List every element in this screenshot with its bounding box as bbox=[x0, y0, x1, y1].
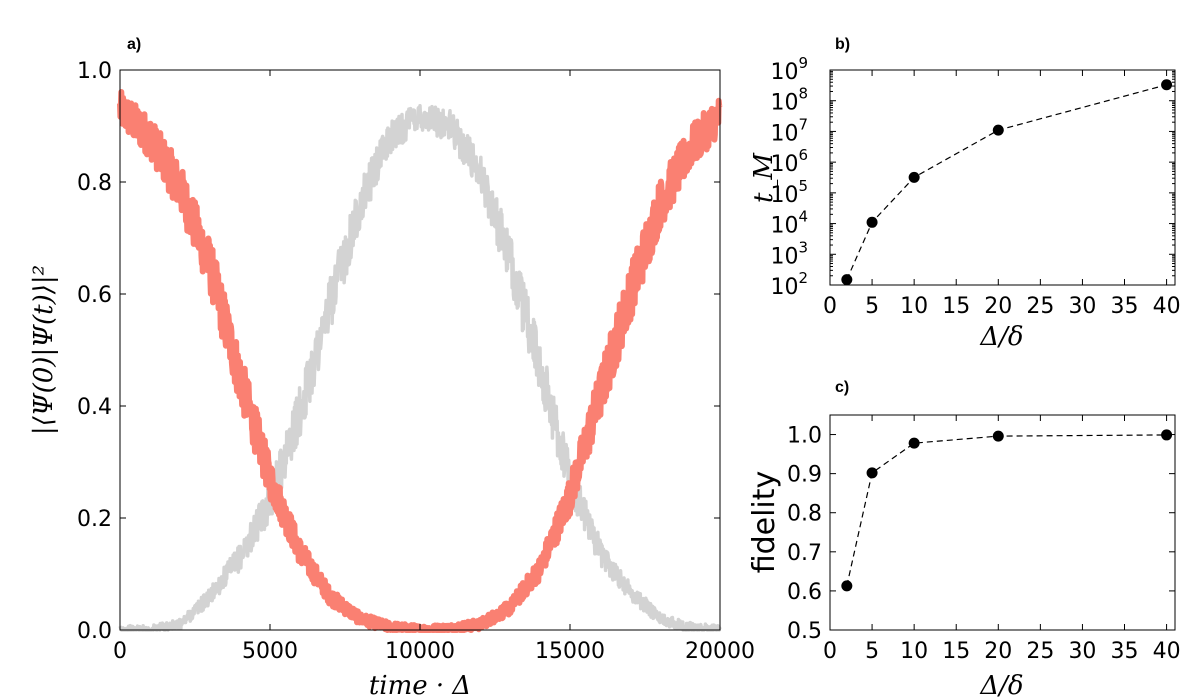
panel-c-point bbox=[866, 467, 878, 479]
panel-c-ytick-label: 0.9 bbox=[787, 463, 822, 488]
panel-a-series-return bbox=[117, 89, 723, 633]
panel-b-x-ticks: 0 5 10 15 20 25 30 35 40 bbox=[823, 70, 1181, 319]
panel-b-xtick-label: 25 bbox=[1026, 294, 1054, 319]
panel-c-x-ticks: 0 5 10 15 20 25 30 35 40 bbox=[823, 415, 1181, 664]
panel-b-ytick-label: 103 bbox=[770, 238, 808, 269]
panel-c-series bbox=[841, 429, 1173, 592]
panel-c-xtick-label: 20 bbox=[984, 639, 1012, 664]
panel-a: a) 0 5000 10000 15000 20000 0.0 0.2 0.4 0.6 0.8 1… bbox=[29, 36, 755, 700]
panel-b-ytick-label: 104 bbox=[770, 208, 808, 239]
panel-c-xtick-label: 10 bbox=[900, 639, 928, 664]
panel-b-ytick-base: 10 bbox=[770, 91, 798, 116]
panel-b-point bbox=[908, 171, 920, 183]
panel-a-x-ticks: 0 5000 10000 15000 20000 bbox=[113, 70, 755, 664]
panel-b-ytick-exponent: 5 bbox=[798, 177, 808, 195]
panel-b-xtick-label: 5 bbox=[865, 294, 879, 319]
panel-a-series-transfer bbox=[118, 104, 722, 632]
panel-c-xtick-label: 35 bbox=[1111, 639, 1139, 664]
panel-a-ytick-label: 0.4 bbox=[77, 395, 112, 420]
panel-b-ytick-label: 105 bbox=[770, 177, 808, 208]
panel-c-xtick-label: 40 bbox=[1153, 639, 1181, 664]
panel-c-xtick-label: 15 bbox=[942, 639, 970, 664]
panel-a-ytick-label: 0.8 bbox=[77, 171, 112, 196]
panel-c-ytick-label: 0.8 bbox=[787, 502, 822, 527]
panel-b-xtick-label: 20 bbox=[984, 294, 1012, 319]
panel-c-point bbox=[992, 430, 1004, 442]
panel-b-ytick-base: 10 bbox=[770, 214, 798, 239]
panel-c-ylabel: fidelity bbox=[747, 471, 782, 574]
panel-b-ytick-label: 107 bbox=[770, 115, 808, 146]
panel-b-line bbox=[846, 84, 1167, 280]
panel-b-frame bbox=[829, 69, 1176, 286]
panel-b-xtick-label: 10 bbox=[900, 294, 928, 319]
panel-b-xtick-label: 15 bbox=[942, 294, 970, 319]
panel-b-ytick-exponent: 7 bbox=[798, 115, 808, 133]
panel-c-xtick-label: 25 bbox=[1026, 639, 1054, 664]
panel-c-point bbox=[1161, 429, 1173, 441]
panel-c-ytick-label: 0.6 bbox=[787, 580, 822, 605]
panel-a-xtick-label: 5000 bbox=[242, 639, 298, 664]
panel-b-xtick-label: 30 bbox=[1068, 294, 1096, 319]
panel-b-ytick-exponent: 6 bbox=[798, 146, 808, 164]
panel-a-ylabel: |⟨Ψ(0)|Ψ(t)⟩|² bbox=[29, 265, 59, 435]
panel-c-frame bbox=[829, 414, 1176, 631]
panel-b-ytick-exponent: 4 bbox=[798, 208, 808, 226]
panel-c-point bbox=[841, 580, 853, 592]
panel-b-xtick-label: 35 bbox=[1111, 294, 1139, 319]
panel-c-xtick-label: 30 bbox=[1068, 639, 1096, 664]
panel-b: b) 0 5 10 15 20 25 30 35 40 10210310410510610710… bbox=[749, 36, 1181, 352]
panel-b-ytick-base: 10 bbox=[770, 183, 798, 208]
panel-b-ytick-label: 106 bbox=[770, 146, 808, 177]
panel-b-ytick-base: 10 bbox=[770, 244, 798, 269]
panel-a-ytick-label: 0.2 bbox=[77, 507, 112, 532]
panel-b-ytick-exponent: 3 bbox=[798, 238, 808, 256]
panel-c-ytick-label: 0.7 bbox=[787, 541, 822, 566]
panel-b-point bbox=[1161, 79, 1173, 91]
panel-c-xlabel: Δ/δ bbox=[979, 671, 1023, 700]
panel-b-series bbox=[841, 79, 1173, 286]
panel-b-xtick-label: 40 bbox=[1153, 294, 1181, 319]
panel-a-frame bbox=[119, 69, 721, 631]
panel-b-label: b) bbox=[835, 36, 850, 53]
panel-c-point bbox=[908, 437, 920, 449]
panel-a-label: a) bbox=[127, 36, 141, 53]
panel-a-y-ticks: 0.0 0.2 0.4 0.6 0.8 1.0 bbox=[77, 59, 720, 644]
panel-b-ytick-exponent: 9 bbox=[798, 54, 808, 72]
panel-c: c) 0 5 10 15 20 25 30 35 40 0.5 0.6 0.7 0.8 0.9 1.0 Δ… bbox=[747, 379, 1181, 700]
panel-a-series bbox=[117, 89, 723, 633]
panel-b-ytick-label: 108 bbox=[770, 85, 808, 116]
panel-b-point bbox=[866, 216, 878, 228]
panel-b-ytick-base: 10 bbox=[770, 152, 798, 177]
panel-c-ytick-label: 1.0 bbox=[787, 424, 822, 449]
panel-c-xtick-label: 5 bbox=[865, 639, 879, 664]
panel-b-xtick-label: 0 bbox=[823, 294, 837, 319]
panel-b-ytick-base: 10 bbox=[770, 121, 798, 146]
panel-c-label: c) bbox=[835, 379, 849, 396]
panel-c-ytick-label: 0.5 bbox=[787, 619, 822, 644]
panel-a-xtick-label: 10000 bbox=[385, 639, 455, 664]
panel-b-ylabel: t_M bbox=[749, 152, 779, 203]
panel-b-ytick-label: 109 bbox=[770, 54, 808, 85]
panel-b-ytick-exponent: 2 bbox=[798, 269, 808, 287]
panel-b-point bbox=[992, 124, 1004, 136]
panel-a-xlabel: time · Δ bbox=[369, 671, 471, 700]
panel-b-ytick-base: 10 bbox=[770, 60, 798, 85]
panel-a-xtick-label: 0 bbox=[113, 639, 127, 664]
panel-b-point bbox=[841, 274, 853, 286]
panel-c-line bbox=[846, 434, 1167, 586]
panel-b-ytick-label: 102 bbox=[770, 269, 808, 300]
panel-c-xtick-label: 0 bbox=[823, 639, 837, 664]
panel-b-ytick-exponent: 8 bbox=[798, 85, 808, 103]
panel-a-ytick-label: 0.0 bbox=[77, 619, 112, 644]
panel-b-xlabel: Δ/δ bbox=[979, 322, 1023, 352]
panel-a-ytick-label: 0.6 bbox=[77, 283, 112, 308]
panel-a-xtick-label: 15000 bbox=[535, 639, 605, 664]
panel-a-ytick-label: 1.0 bbox=[77, 59, 112, 84]
panel-a-xtick-label: 20000 bbox=[685, 639, 755, 664]
panel-c-y-ticks: 0.5 0.6 0.7 0.8 0.9 1.0 bbox=[787, 424, 1175, 644]
panel-b-ytick-base: 10 bbox=[770, 275, 798, 300]
